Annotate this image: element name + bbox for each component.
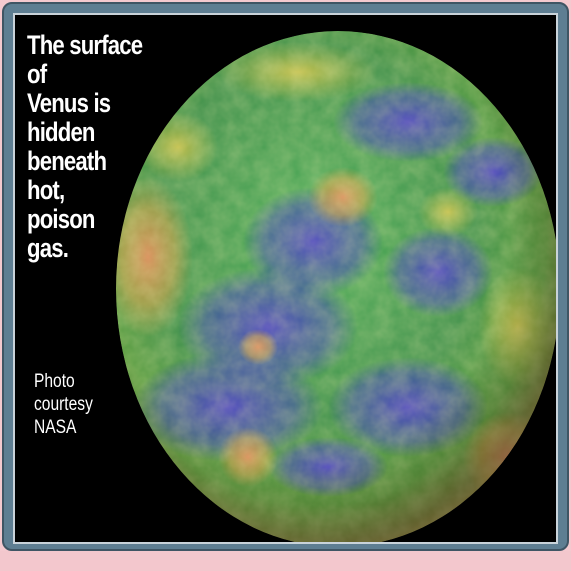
photo-credit: Photo courtesy NASA [34,371,93,438]
headline-caption: The surface of Venus is hidden beneath h… [27,30,143,263]
photo-panel: The surface of Venus is hidden beneath h… [13,13,558,544]
bottom-strip [0,551,571,571]
venus-globe-image [116,31,556,542]
photo-frame: The surface of Venus is hidden beneath h… [2,2,569,551]
